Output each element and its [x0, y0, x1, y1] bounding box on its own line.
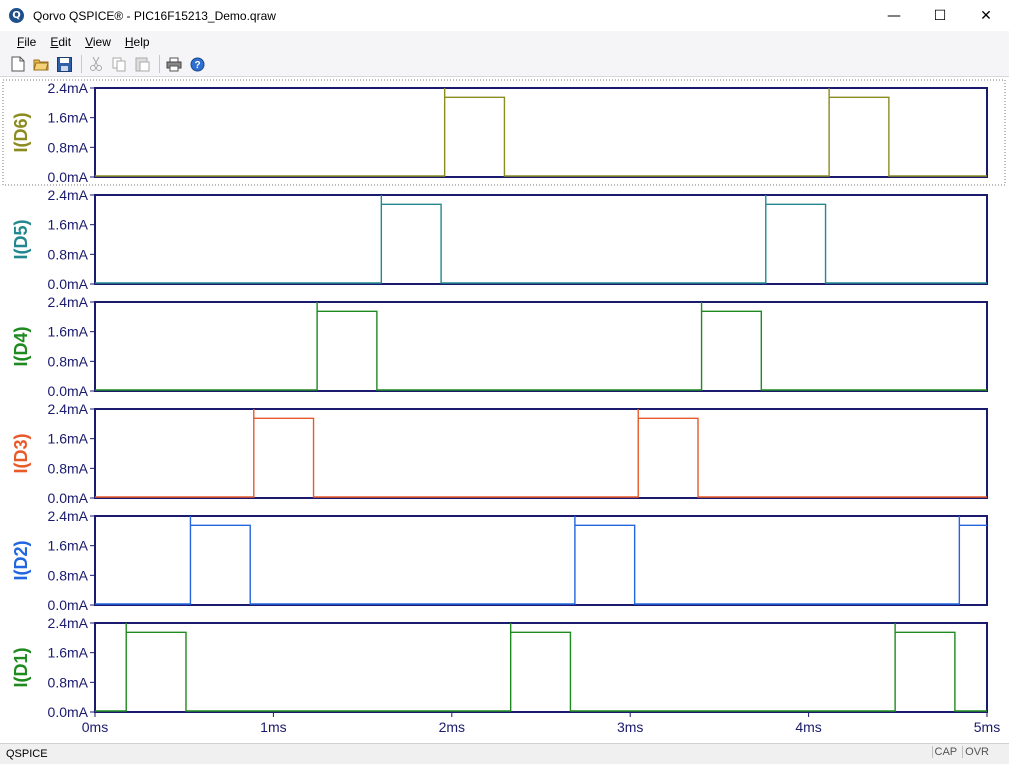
- y-tick-label: 1.6mA: [48, 645, 89, 661]
- y-tick-label: 1.6mA: [48, 217, 89, 233]
- series-label-id5: I(D5): [11, 219, 31, 259]
- series-label-id6: I(D6): [11, 112, 31, 152]
- qspice-logo-icon: Q: [9, 8, 24, 23]
- y-tick-label: 2.4mA: [48, 80, 89, 96]
- copy-icon[interactable]: [109, 54, 129, 74]
- overwrite-indicator: OVR: [962, 746, 991, 758]
- plot-frame-id2: [94, 515, 988, 606]
- menu-edit[interactable]: Edit: [50, 34, 72, 49]
- status-text: QSPICE: [6, 748, 48, 760]
- series-label-id2: I(D2): [11, 540, 31, 580]
- y-tick-label: 0.8mA: [48, 246, 89, 262]
- window-title: Qorvo QSPICE® - PIC16F15213_Demo.qraw: [33, 8, 276, 23]
- waveform-viewer[interactable]: 0.0mA 0.8mA 1.6mA 2.4mA I(D6) 0.0mA 0.8mA 1.6mA…: [0, 77, 1009, 743]
- x-tick-label: 0ms: [82, 719, 108, 735]
- y-tick-label: 2.4mA: [48, 615, 89, 631]
- y-tick-label: 0.0mA: [48, 490, 89, 506]
- y-tick-label: 0.0mA: [48, 169, 89, 185]
- x-tick-label: 1ms: [260, 719, 286, 735]
- x-tick-label: 4ms: [795, 719, 821, 735]
- window-controls: — ☐ ✕: [871, 0, 1009, 31]
- menu-view[interactable]: View: [85, 34, 111, 49]
- y-tick-label: 1.6mA: [48, 538, 89, 554]
- paste-icon[interactable]: [132, 54, 152, 74]
- x-tick-label: 2ms: [439, 719, 465, 735]
- cut-icon[interactable]: [86, 54, 106, 74]
- waveform-id4: [95, 302, 987, 391]
- plot-frame-id4: [94, 301, 988, 392]
- plot-frame-id5: [94, 194, 988, 285]
- waveform-plots[interactable]: 0.0mA 0.8mA 1.6mA 2.4mA I(D6) 0.0mA 0.8mA 1.6mA…: [0, 77, 1009, 743]
- menu-bar: File Edit View Help: [0, 31, 1009, 52]
- svg-text:?: ?: [194, 60, 200, 71]
- print-icon[interactable]: [164, 54, 184, 74]
- x-tick-label: 5ms: [974, 719, 1000, 735]
- y-tick-label: 0.8mA: [48, 460, 89, 476]
- y-tick-label: 1.6mA: [48, 431, 89, 447]
- y-tick-label: 0.8mA: [48, 567, 89, 583]
- y-tick-label: 0.8mA: [48, 674, 89, 690]
- maximize-button[interactable]: ☐: [933, 7, 947, 24]
- y-tick-label: 2.4mA: [48, 508, 89, 524]
- y-tick-label: 2.4mA: [48, 187, 89, 203]
- waveform-id1: [95, 623, 987, 712]
- y-tick-label: 1.6mA: [48, 110, 89, 126]
- minimize-button[interactable]: —: [887, 7, 901, 24]
- menu-help[interactable]: Help: [124, 34, 150, 49]
- title-bar: Q Qorvo QSPICE® - PIC16F15213_Demo.qraw …: [0, 0, 1009, 31]
- series-label-id4: I(D4): [11, 326, 31, 366]
- toolbar: ?: [0, 52, 1009, 77]
- y-tick-label: 0.8mA: [48, 139, 89, 155]
- toolbar-separator: [81, 55, 82, 73]
- help-icon[interactable]: ?: [187, 54, 207, 74]
- series-label-id1: I(D1): [11, 647, 31, 687]
- new-file-icon[interactable]: [8, 54, 28, 74]
- caps-lock-indicator: CAP: [931, 746, 960, 758]
- plot-frame-id3: [94, 408, 988, 499]
- y-tick-label: 0.0mA: [48, 597, 89, 613]
- series-label-id3: I(D3): [11, 433, 31, 473]
- waveform-id2: [95, 516, 987, 605]
- menu-file[interactable]: File: [17, 34, 37, 49]
- waveform-id6: [95, 88, 987, 177]
- y-tick-label: 0.0mA: [48, 383, 89, 399]
- plot-frame-id1: [94, 622, 988, 713]
- save-icon[interactable]: [54, 54, 74, 74]
- waveform-id5: [95, 195, 987, 284]
- waveform-id3: [95, 409, 987, 498]
- y-tick-label: 0.0mA: [48, 276, 89, 292]
- y-tick-label: 0.8mA: [48, 353, 89, 369]
- x-tick-label: 3ms: [617, 719, 643, 735]
- y-tick-label: 1.6mA: [48, 324, 89, 340]
- y-tick-label: 2.4mA: [48, 294, 89, 310]
- plot-frame-id6: [94, 87, 988, 178]
- close-button[interactable]: ✕: [980, 7, 992, 24]
- selected-pane-outline: [2, 79, 1006, 186]
- status-bar: QSPICE CAP OVR: [0, 743, 1009, 764]
- y-tick-label: 2.4mA: [48, 401, 89, 417]
- open-folder-icon[interactable]: [31, 54, 51, 74]
- y-tick-label: 0.0mA: [48, 704, 89, 720]
- toolbar-separator: [159, 55, 160, 73]
